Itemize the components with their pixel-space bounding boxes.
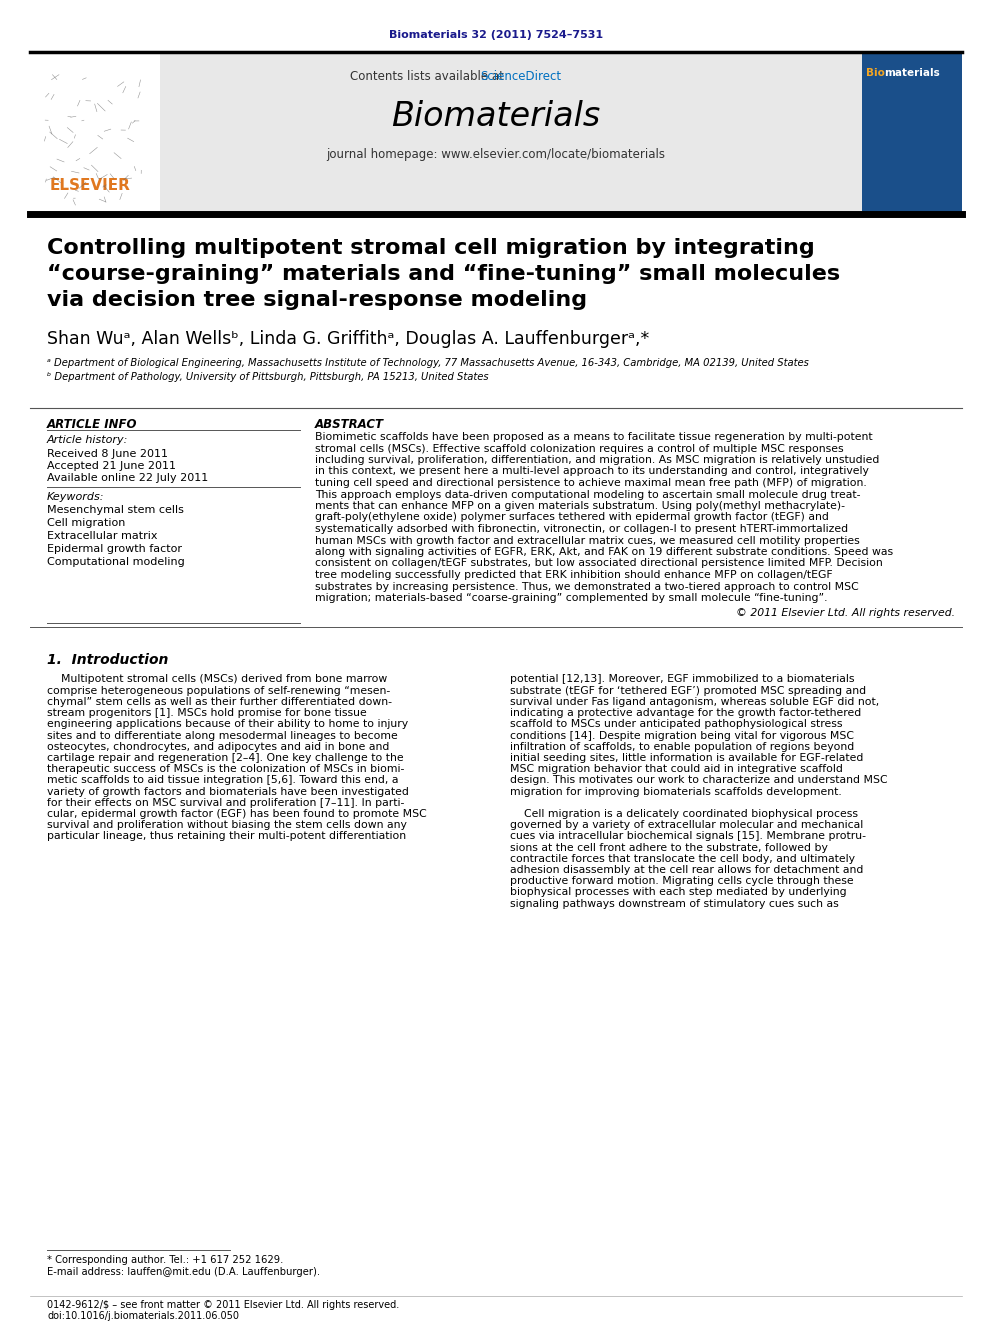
Text: human MSCs with growth factor and extracellular matrix cues, we measured cell mo: human MSCs with growth factor and extrac… xyxy=(315,536,860,545)
Text: along with signaling activities of EGFR, ERK, Akt, and FAK on 19 different subst: along with signaling activities of EGFR,… xyxy=(315,546,893,557)
Text: indicating a protective advantage for the growth factor-tethered: indicating a protective advantage for th… xyxy=(510,708,861,718)
Text: initial seeding sites, little information is available for EGF-related: initial seeding sites, little informatio… xyxy=(510,753,863,763)
Text: chymal” stem cells as well as their further differentiated down-: chymal” stem cells as well as their furt… xyxy=(47,697,392,706)
Text: substrate (tEGF for ‘tethered EGF’) promoted MSC spreading and: substrate (tEGF for ‘tethered EGF’) prom… xyxy=(510,685,866,696)
Text: therapeutic success of MSCs is the colonization of MSCs in biomi-: therapeutic success of MSCs is the colon… xyxy=(47,765,405,774)
Text: cular, epidermal growth factor (EGF) has been found to promote MSC: cular, epidermal growth factor (EGF) has… xyxy=(47,808,427,819)
Text: doi:10.1016/j.biomaterials.2011.06.050: doi:10.1016/j.biomaterials.2011.06.050 xyxy=(47,1311,239,1320)
Text: substrates by increasing persistence. Thus, we demonstrated a two-tiered approac: substrates by increasing persistence. Th… xyxy=(315,582,859,591)
Text: potential [12,13]. Moreover, EGF immobilized to a biomaterials: potential [12,13]. Moreover, EGF immobil… xyxy=(510,675,854,684)
Text: comprise heterogeneous populations of self-renewing “mesen-: comprise heterogeneous populations of se… xyxy=(47,685,390,696)
Text: 1.  Introduction: 1. Introduction xyxy=(47,652,169,667)
Text: Controlling multipotent stromal cell migration by integrating: Controlling multipotent stromal cell mig… xyxy=(47,238,814,258)
Text: migration for improving biomaterials scaffolds development.: migration for improving biomaterials sca… xyxy=(510,786,842,796)
Text: graft-poly(ethylene oxide) polymer surfaces tethered with epidermal growth facto: graft-poly(ethylene oxide) polymer surfa… xyxy=(315,512,829,523)
Text: materials: materials xyxy=(884,67,939,78)
Text: survival under Fas ligand antagonism, whereas soluble EGF did not,: survival under Fas ligand antagonism, wh… xyxy=(510,697,879,706)
Text: Multipotent stromal cells (MSCs) derived from bone marrow: Multipotent stromal cells (MSCs) derived… xyxy=(47,675,387,684)
Text: ARTICLE INFO: ARTICLE INFO xyxy=(47,418,138,431)
Text: Bio: Bio xyxy=(866,67,885,78)
Text: Available online 22 July 2011: Available online 22 July 2011 xyxy=(47,474,208,483)
Text: contractile forces that translocate the cell body, and ultimately: contractile forces that translocate the … xyxy=(510,853,855,864)
Text: infiltration of scaffolds, to enable population of regions beyond: infiltration of scaffolds, to enable pop… xyxy=(510,742,854,751)
Text: Received 8 June 2011: Received 8 June 2011 xyxy=(47,448,168,459)
Text: biophysical processes with each step mediated by underlying: biophysical processes with each step med… xyxy=(510,888,846,897)
Text: ᵇ Department of Pathology, University of Pittsburgh, Pittsburgh, PA 15213, Unite: ᵇ Department of Pathology, University of… xyxy=(47,372,489,382)
Text: survival and proliferation without biasing the stem cells down any: survival and proliferation without biasi… xyxy=(47,820,407,830)
Text: Shan Wuᵃ, Alan Wellsᵇ, Linda G. Griffithᵃ, Douglas A. Lauffenburgerᵃ,*: Shan Wuᵃ, Alan Wellsᵇ, Linda G. Griffith… xyxy=(47,329,649,348)
Text: engineering applications because of their ability to home to injury: engineering applications because of thei… xyxy=(47,720,408,729)
Text: signaling pathways downstream of stimulatory cues such as: signaling pathways downstream of stimula… xyxy=(510,898,839,909)
Text: tree modeling successfully predicted that ERK inhibition should enhance MFP on c: tree modeling successfully predicted tha… xyxy=(315,570,832,579)
Text: 0142-9612/$ – see front matter © 2011 Elsevier Ltd. All rights reserved.: 0142-9612/$ – see front matter © 2011 El… xyxy=(47,1301,399,1310)
Text: © 2011 Elsevier Ltd. All rights reserved.: © 2011 Elsevier Ltd. All rights reserved… xyxy=(736,609,955,618)
Text: ᵃ Department of Biological Engineering, Massachusetts Institute of Technology, 7: ᵃ Department of Biological Engineering, … xyxy=(47,359,808,368)
Text: Contents lists available at: Contents lists available at xyxy=(350,70,508,83)
Text: stream progenitors [1]. MSCs hold promise for bone tissue: stream progenitors [1]. MSCs hold promis… xyxy=(47,708,367,718)
Text: stromal cells (MSCs). Effective scaffold colonization requires a control of mult: stromal cells (MSCs). Effective scaffold… xyxy=(315,443,843,454)
Text: Cell migration is a delicately coordinated biophysical process: Cell migration is a delicately coordinat… xyxy=(510,808,858,819)
FancyBboxPatch shape xyxy=(30,53,160,213)
Text: in this context, we present here a multi-level approach to its understanding and: in this context, we present here a multi… xyxy=(315,467,869,476)
Text: productive forward motion. Migrating cells cycle through these: productive forward motion. Migrating cel… xyxy=(510,876,854,886)
Text: systematically adsorbed with fibronectin, vitronectin, or collagen-I to present : systematically adsorbed with fibronectin… xyxy=(315,524,848,534)
Text: variety of growth factors and biomaterials have been investigated: variety of growth factors and biomateria… xyxy=(47,786,409,796)
FancyBboxPatch shape xyxy=(862,53,962,213)
Text: sions at the cell front adhere to the substrate, followed by: sions at the cell front adhere to the su… xyxy=(510,843,828,852)
Text: Biomaterials 32 (2011) 7524–7531: Biomaterials 32 (2011) 7524–7531 xyxy=(389,30,603,40)
Text: journal homepage: www.elsevier.com/locate/biomaterials: journal homepage: www.elsevier.com/locat… xyxy=(326,148,666,161)
Text: Mesenchymal stem cells: Mesenchymal stem cells xyxy=(47,505,184,515)
Text: including survival, proliferation, differentiation, and migration. As MSC migrat: including survival, proliferation, diffe… xyxy=(315,455,879,464)
Text: This approach employs data-driven computational modeling to ascertain small mole: This approach employs data-driven comput… xyxy=(315,490,860,500)
Text: Epidermal growth factor: Epidermal growth factor xyxy=(47,544,182,554)
Text: design. This motivates our work to characterize and understand MSC: design. This motivates our work to chara… xyxy=(510,775,888,786)
Text: Biomaterials: Biomaterials xyxy=(392,101,600,134)
Text: scaffold to MSCs under anticipated pathophysiological stress: scaffold to MSCs under anticipated patho… xyxy=(510,720,842,729)
Text: metic scaffolds to aid tissue integration [5,6]. Toward this end, a: metic scaffolds to aid tissue integratio… xyxy=(47,775,399,786)
Text: governed by a variety of extracellular molecular and mechanical: governed by a variety of extracellular m… xyxy=(510,820,863,830)
FancyBboxPatch shape xyxy=(30,53,962,213)
Text: ScienceDirect: ScienceDirect xyxy=(480,70,561,83)
Text: osteocytes, chondrocytes, and adipocytes and aid in bone and: osteocytes, chondrocytes, and adipocytes… xyxy=(47,742,390,751)
Text: via decision tree signal-response modeling: via decision tree signal-response modeli… xyxy=(47,290,587,310)
Text: tuning cell speed and directional persistence to achieve maximal mean free path : tuning cell speed and directional persis… xyxy=(315,478,867,488)
Text: cartilage repair and regeneration [2–4]. One key challenge to the: cartilage repair and regeneration [2–4].… xyxy=(47,753,404,763)
Text: consistent on collagen/tEGF substrates, but low associated directional persisten: consistent on collagen/tEGF substrates, … xyxy=(315,558,883,569)
Text: adhesion disassembly at the cell rear allows for detachment and: adhesion disassembly at the cell rear al… xyxy=(510,865,863,875)
Text: E-mail address: lauffen@mit.edu (D.A. Lauffenburger).: E-mail address: lauffen@mit.edu (D.A. La… xyxy=(47,1267,320,1277)
Text: Cell migration: Cell migration xyxy=(47,519,125,528)
Text: Article history:: Article history: xyxy=(47,435,128,445)
Text: ELSEVIER: ELSEVIER xyxy=(50,179,130,193)
Text: particular lineage, thus retaining their multi-potent differentiation: particular lineage, thus retaining their… xyxy=(47,831,406,841)
Text: Keywords:: Keywords: xyxy=(47,492,104,501)
Text: ments that can enhance MFP on a given materials substratum. Using poly(methyl me: ments that can enhance MFP on a given ma… xyxy=(315,501,845,511)
Text: cues via intracellular biochemical signals [15]. Membrane protru-: cues via intracellular biochemical signa… xyxy=(510,831,866,841)
Text: Extracellular matrix: Extracellular matrix xyxy=(47,531,158,541)
Text: migration; materials-based “coarse-graining” complemented by small molecule “fin: migration; materials-based “coarse-grain… xyxy=(315,593,827,603)
Text: Computational modeling: Computational modeling xyxy=(47,557,185,568)
Text: “course-graining” materials and “fine-tuning” small molecules: “course-graining” materials and “fine-tu… xyxy=(47,265,840,284)
Text: conditions [14]. Despite migration being vital for vigorous MSC: conditions [14]. Despite migration being… xyxy=(510,730,854,741)
Text: ABSTRACT: ABSTRACT xyxy=(315,418,384,431)
Text: * Corresponding author. Tel.: +1 617 252 1629.: * Corresponding author. Tel.: +1 617 252… xyxy=(47,1256,284,1265)
Text: for their effects on MSC survival and proliferation [7–11]. In parti-: for their effects on MSC survival and pr… xyxy=(47,798,405,808)
Text: Biomimetic scaffolds have been proposed as a means to facilitate tissue regenera: Biomimetic scaffolds have been proposed … xyxy=(315,433,873,442)
Text: sites and to differentiate along mesodermal lineages to become: sites and to differentiate along mesoder… xyxy=(47,730,398,741)
Text: Accepted 21 June 2011: Accepted 21 June 2011 xyxy=(47,460,176,471)
Text: MSC migration behavior that could aid in integrative scaffold: MSC migration behavior that could aid in… xyxy=(510,765,843,774)
